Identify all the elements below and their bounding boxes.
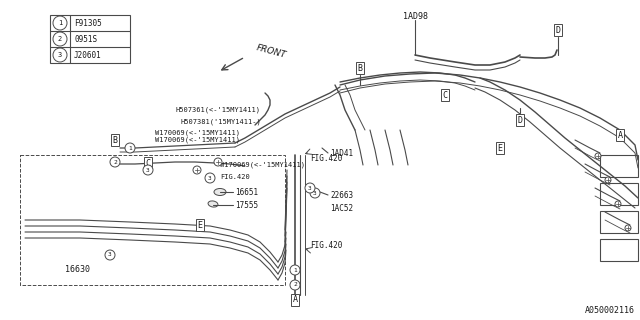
Text: 16651: 16651 (235, 188, 258, 196)
Text: H507361(<-'15MY1411): H507361(<-'15MY1411) (175, 107, 260, 113)
Circle shape (110, 157, 120, 167)
Text: FIG.420: FIG.420 (310, 241, 342, 250)
Text: A: A (618, 131, 623, 140)
Text: W170069(<-'15MY1411): W170069(<-'15MY1411) (155, 130, 240, 136)
Bar (600, 239, 638, 261)
Text: 0951S: 0951S (74, 35, 97, 44)
Bar (50, 15, 130, 63)
Text: D: D (556, 26, 561, 35)
Circle shape (605, 177, 611, 183)
Text: C: C (145, 158, 150, 167)
Text: 2: 2 (58, 36, 62, 42)
Text: W170069(<-'15MY1411): W170069(<-'15MY1411) (155, 137, 240, 143)
Circle shape (290, 265, 300, 275)
Circle shape (143, 165, 153, 175)
Circle shape (290, 280, 300, 290)
Ellipse shape (214, 188, 226, 196)
Text: 1: 1 (293, 268, 297, 273)
Text: D: D (518, 116, 522, 124)
Text: 2: 2 (113, 159, 117, 164)
Circle shape (205, 173, 215, 183)
Text: F91305: F91305 (74, 19, 102, 28)
Bar (600, 183, 638, 205)
Circle shape (625, 225, 631, 231)
Text: J20601: J20601 (74, 51, 102, 60)
Bar (20, 155, 285, 285)
Text: W170069(<-'15MY1411): W170069(<-'15MY1411) (220, 162, 305, 168)
Text: 3: 3 (308, 186, 312, 190)
Text: B: B (358, 63, 362, 73)
Text: 16630: 16630 (65, 266, 90, 275)
Text: 22663: 22663 (330, 190, 353, 199)
Circle shape (105, 250, 115, 260)
Text: 17555: 17555 (235, 201, 258, 210)
Circle shape (310, 188, 320, 198)
Text: A050002116: A050002116 (585, 306, 635, 315)
Text: 3: 3 (146, 167, 150, 172)
Ellipse shape (208, 201, 218, 207)
Text: 3: 3 (108, 252, 112, 258)
Bar (600, 155, 638, 177)
Text: E: E (198, 220, 202, 229)
Text: 2: 2 (293, 283, 297, 287)
Circle shape (615, 201, 621, 207)
Text: 3: 3 (208, 175, 212, 180)
Text: 1AD41: 1AD41 (330, 148, 353, 157)
Circle shape (193, 166, 201, 174)
Text: E: E (497, 143, 502, 153)
Text: FRONT: FRONT (255, 44, 287, 60)
Text: 1: 1 (128, 146, 132, 150)
Text: 3: 3 (58, 52, 62, 58)
Circle shape (305, 183, 315, 193)
Text: 1AD98: 1AD98 (403, 12, 428, 21)
Bar (600, 211, 638, 233)
Text: 3: 3 (313, 190, 317, 196)
Text: H507381('15MY1411-): H507381('15MY1411-) (180, 119, 260, 125)
Text: 1AC52: 1AC52 (330, 204, 353, 212)
Text: A: A (292, 295, 298, 305)
Text: FIG.420: FIG.420 (310, 154, 342, 163)
Circle shape (595, 153, 601, 159)
Text: FIG.420: FIG.420 (220, 174, 250, 180)
Text: C: C (442, 91, 447, 100)
Circle shape (125, 143, 135, 153)
Circle shape (214, 158, 222, 166)
Text: B: B (113, 135, 118, 145)
Text: 1: 1 (58, 20, 62, 26)
